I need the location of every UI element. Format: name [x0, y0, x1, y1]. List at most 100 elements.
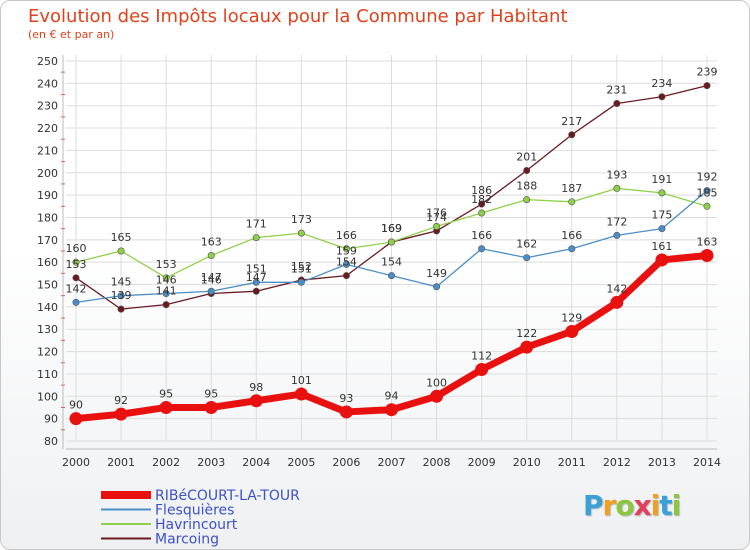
- x-tick-label: 2008: [423, 456, 451, 469]
- data-label: 171: [246, 218, 267, 231]
- y-tick-label: 180: [37, 211, 58, 224]
- data-point: [159, 400, 173, 414]
- data-label: 122: [516, 327, 537, 340]
- data-point: [207, 251, 215, 259]
- x-tick-label: 2006: [332, 456, 360, 469]
- data-point: [252, 234, 260, 242]
- data-label: 152: [291, 260, 312, 273]
- data-point: [523, 254, 531, 262]
- data-point: [703, 187, 711, 195]
- data-label: 161: [651, 240, 672, 253]
- y-tick-label: 160: [37, 256, 58, 269]
- y-tick-label: 140: [37, 301, 58, 314]
- data-label: 154: [381, 256, 402, 269]
- data-point: [478, 200, 486, 208]
- data-label: 147: [201, 271, 222, 284]
- data-label: 175: [651, 209, 672, 222]
- data-point: [658, 225, 666, 233]
- data-point: [433, 283, 441, 291]
- x-tick-label: 2007: [378, 456, 406, 469]
- data-point: [385, 403, 398, 417]
- data-label: 95: [159, 387, 173, 400]
- data-label: 142: [66, 282, 87, 295]
- data-point: [478, 209, 486, 217]
- data-point: [72, 258, 80, 266]
- data-label: 101: [291, 374, 312, 387]
- data-label: 90: [69, 399, 83, 412]
- data-label: 142: [606, 282, 627, 295]
- data-label: 188: [516, 180, 537, 193]
- data-label: 174: [426, 211, 447, 224]
- data-point: [342, 260, 350, 268]
- data-label: 191: [651, 173, 672, 186]
- data-point: [613, 184, 621, 192]
- data-label: 173: [291, 213, 312, 226]
- data-point: [342, 272, 350, 280]
- data-point: [523, 196, 531, 204]
- data-point: [478, 245, 486, 253]
- data-point: [72, 274, 80, 282]
- data-point: [565, 324, 579, 338]
- y-tick-label: 210: [37, 144, 58, 157]
- chart-title: Evolution des Impôts locaux pour la Comm…: [28, 6, 568, 27]
- x-tick-label: 2009: [468, 456, 496, 469]
- x-tick-label: 2005: [287, 456, 315, 469]
- data-label: 169: [381, 222, 402, 235]
- data-label: 149: [426, 267, 447, 280]
- data-label: 141: [156, 285, 177, 298]
- data-point: [297, 229, 305, 237]
- y-tick-label: 190: [37, 189, 58, 202]
- data-point: [658, 189, 666, 197]
- y-tick-label: 240: [37, 77, 58, 90]
- data-label: 187: [561, 182, 582, 195]
- data-label: 234: [651, 77, 672, 90]
- y-tick-label: 230: [37, 100, 58, 113]
- data-point: [162, 289, 170, 297]
- data-point: [294, 387, 308, 401]
- data-label: 112: [471, 349, 492, 362]
- data-label: 92: [114, 394, 128, 407]
- x-tick-label: 2004: [242, 456, 270, 469]
- data-point: [249, 394, 263, 408]
- data-point: [613, 231, 621, 239]
- data-point: [162, 274, 170, 282]
- data-point: [252, 287, 260, 295]
- x-tick-label: 2013: [648, 456, 676, 469]
- data-label: 217: [561, 115, 582, 128]
- data-label: 146: [156, 273, 177, 286]
- data-label: 185: [697, 186, 718, 199]
- data-label: 172: [606, 215, 627, 228]
- data-label: 192: [697, 171, 718, 184]
- data-point: [700, 248, 714, 262]
- y-tick-label: 130: [37, 323, 58, 336]
- data-point: [252, 278, 260, 286]
- legend-label-0: RIBéCOURT-LA-TOUR: [155, 488, 300, 504]
- data-point: [117, 247, 125, 255]
- x-tick-label: 2001: [107, 456, 135, 469]
- data-point: [114, 407, 128, 421]
- data-point: [430, 389, 444, 403]
- data-label: 159: [336, 244, 357, 257]
- data-point: [610, 295, 624, 309]
- data-point: [703, 82, 711, 90]
- data-label: 231: [606, 83, 627, 96]
- y-tick-label: 90: [44, 413, 58, 426]
- data-point: [117, 292, 125, 300]
- data-label: 139: [111, 289, 132, 302]
- data-label: 146: [201, 273, 222, 286]
- proxiti-logo: Proxiti: [583, 489, 681, 522]
- data-point: [658, 93, 666, 101]
- x-tick-label: 2014: [693, 456, 721, 469]
- data-point: [475, 362, 489, 376]
- x-tick-label: 2002: [152, 456, 180, 469]
- data-point: [387, 272, 395, 280]
- data-label: 147: [246, 271, 267, 284]
- y-tick-label: 220: [37, 122, 58, 135]
- data-label: 151: [291, 262, 312, 275]
- data-label: 95: [204, 387, 218, 400]
- data-label: 239: [697, 66, 718, 79]
- data-point: [523, 167, 531, 175]
- data-point: [568, 198, 576, 206]
